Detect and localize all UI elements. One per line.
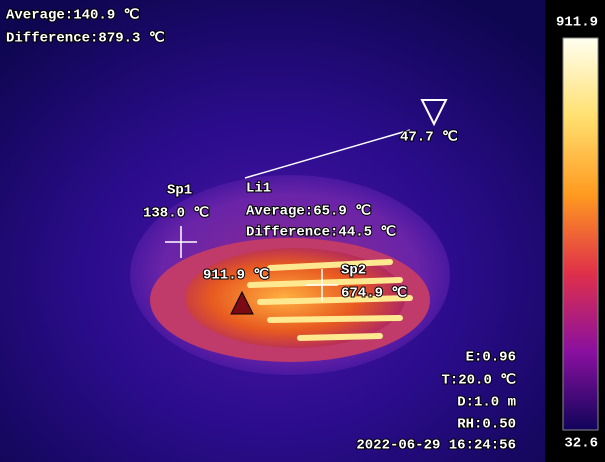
thermal-view: Average:140.9 ℃ Difference:879.3 ℃ 911.9… [0,0,605,462]
spot-value: 674.9 ℃ [341,286,407,302]
average-text: Average:140.9 ℃ [6,8,140,24]
timestamp: 2022-06-29 16:24:56 [356,438,516,454]
humidity: RH:0.50 [457,417,516,433]
page: Average:140.9 ℃ Difference:879.3 ℃ 911.9… [0,0,605,462]
scale-min: 32.6 [564,436,598,452]
line-average: Average:65.9 ℃ [246,204,371,220]
spot-value: 138.0 ℃ [143,206,209,222]
spot-label: Sp2 [341,263,366,279]
line-label: Li1 [246,181,271,197]
scale-max: 911.9 [556,15,598,31]
spot-label: Sp1 [167,183,192,199]
emissivity: E:0.96 [466,350,516,366]
line-difference: Difference:44.5 ℃ [246,225,396,241]
distance: D:1.0 m [457,395,516,411]
difference-text: Difference:879.3 ℃ [6,31,165,47]
color-scale [563,38,598,430]
min-value: 47.7 ℃ [400,130,458,146]
max-value: 911.9 ℃ [203,268,269,284]
ambient-temperature: T:20.0 ℃ [441,373,516,389]
